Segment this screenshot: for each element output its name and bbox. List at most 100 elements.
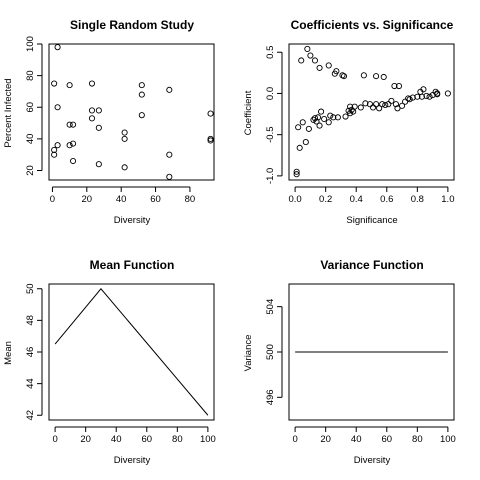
panel-2-point bbox=[330, 114, 337, 121]
panel-2-y-axis-label: Coefficient bbox=[243, 90, 254, 135]
panel-2-point bbox=[299, 119, 306, 126]
panel-1-x-tick-label: 80 bbox=[185, 194, 196, 205]
panel-4-y-tick-label: 504 bbox=[265, 299, 276, 315]
panel-2-point bbox=[366, 101, 374, 108]
panel-2-point bbox=[311, 57, 319, 64]
panel-3-x-axis: 0 20 40 60 80 100 bbox=[52, 426, 216, 445]
panel-2-title: Coefficients vs. Significance bbox=[291, 18, 454, 32]
panel-2-point bbox=[293, 171, 300, 178]
panel-2-point bbox=[307, 52, 314, 59]
panel-3-x-axis-label: Diversity bbox=[114, 455, 151, 466]
panel-1-x-tick-label: 60 bbox=[150, 194, 161, 205]
panel-2-point bbox=[392, 101, 399, 108]
panel-2-point bbox=[348, 106, 355, 113]
panel-1-point bbox=[95, 161, 102, 168]
panel-3-y-tick-label: 46 bbox=[25, 347, 36, 358]
panel-2-point bbox=[310, 116, 317, 123]
panel-2-point bbox=[360, 72, 367, 79]
panel-2-point bbox=[373, 73, 380, 80]
panel-2-point bbox=[369, 104, 377, 111]
panel-4-y-tick-label: 496 bbox=[265, 389, 276, 405]
panel-2-point bbox=[334, 114, 341, 121]
panel-1-point bbox=[70, 157, 77, 165]
panel-2-point bbox=[382, 101, 389, 109]
panel-3-x-tick-label: 0 bbox=[52, 434, 57, 445]
panel-2-y-axis: -1.0 -0.5 0.0 0.5 bbox=[265, 46, 283, 184]
panel-2-y-tick-label: 0.5 bbox=[265, 46, 276, 59]
panel-1-point bbox=[70, 140, 77, 147]
panel-1-points bbox=[51, 44, 214, 180]
panel-1-point bbox=[95, 124, 102, 131]
panel-1-point bbox=[166, 86, 173, 93]
panel-2-x-tick-label: 0.8 bbox=[411, 194, 424, 205]
panel-1-point bbox=[95, 107, 102, 114]
panel-2-point bbox=[357, 104, 364, 111]
panel-1-x-tick-label: 40 bbox=[116, 194, 127, 205]
panel-1-point bbox=[54, 142, 61, 149]
panel-1-x-axis-label: Diversity bbox=[114, 215, 151, 226]
panel-1-plot-frame bbox=[48, 43, 215, 181]
panel-2-point bbox=[402, 98, 409, 105]
panel-2-point bbox=[333, 68, 340, 75]
panel-1-point bbox=[138, 112, 145, 119]
panel-2-point bbox=[399, 102, 406, 109]
panel-1-point bbox=[88, 80, 96, 87]
panel-3-y-tick-label: 42 bbox=[25, 410, 36, 421]
panel-2-point bbox=[298, 57, 305, 64]
panel-2-point bbox=[414, 93, 421, 100]
panel-2-point bbox=[444, 90, 451, 97]
panel-2-point bbox=[347, 110, 354, 117]
panel-2-point bbox=[394, 105, 401, 112]
panel-2-point bbox=[420, 86, 427, 93]
panel-1-y-axis: 20 40 60 80 100 bbox=[25, 36, 43, 176]
panel-3-x-tick-label: 20 bbox=[80, 434, 91, 445]
panel-3-x-tick-label: 80 bbox=[172, 434, 183, 445]
panel-2-point bbox=[409, 94, 416, 101]
panel-2-point bbox=[391, 82, 398, 90]
panel-3-x-tick-label: 60 bbox=[141, 434, 152, 445]
panel-mean-function: Mean Function 0 20 40 60 80 100 42 44 46 48 50 Di… bbox=[3, 258, 216, 466]
panel-2-x-axis: 0.0 0.2 0.4 0.6 0.8 1.0 bbox=[289, 186, 454, 205]
panel-2-point bbox=[376, 105, 383, 112]
panel-3-series bbox=[54, 287, 209, 416]
panel-4-x-axis-label: Diversity bbox=[354, 455, 391, 466]
panel-4-x-tick-label: 80 bbox=[412, 434, 423, 445]
panel-1-point bbox=[88, 107, 96, 114]
panel-2-point bbox=[418, 93, 425, 100]
panel-1-y-tick-label: 80 bbox=[25, 70, 36, 81]
panel-coefficients-vs-significance: Coefficients vs. Significance 0.0 0.2 0.4 0… bbox=[243, 18, 455, 226]
panel-3-y-tick-label: 44 bbox=[25, 378, 36, 389]
panel-2-point bbox=[395, 82, 403, 90]
panel-1-point bbox=[54, 44, 61, 51]
panel-1-point bbox=[121, 164, 128, 171]
panel-2-points bbox=[293, 45, 451, 178]
panel-2-x-tick-label: 1.0 bbox=[441, 194, 454, 205]
panel-1-point bbox=[66, 142, 73, 149]
panel-4-x-tick-label: 40 bbox=[351, 434, 362, 445]
panel-4-x-tick-label: 20 bbox=[320, 434, 331, 445]
panel-1-point bbox=[54, 104, 61, 111]
panel-2-y-tick-label: -1.0 bbox=[265, 168, 276, 184]
panel-1-y-axis-label: Percent Infected bbox=[3, 78, 14, 147]
panel-2-x-tick-label: 0.0 bbox=[289, 194, 302, 205]
panel-2-x-tick-label: 0.4 bbox=[350, 194, 363, 205]
panel-2-point bbox=[388, 97, 395, 104]
panel-2-point bbox=[426, 93, 433, 100]
panel-variance-function: Variance Function 0 20 40 60 80 100 496 500 504… bbox=[243, 258, 456, 466]
panel-2-point bbox=[293, 168, 300, 175]
panel-3-line bbox=[54, 287, 209, 416]
panel-2-point bbox=[434, 91, 441, 98]
panel-2-point bbox=[316, 64, 323, 71]
panel-1-point bbox=[88, 115, 96, 122]
panel-2-point bbox=[380, 73, 387, 81]
panel-1-point bbox=[166, 151, 173, 158]
panel-2-point bbox=[325, 62, 332, 69]
panel-1-y-tick-label: 40 bbox=[25, 134, 36, 145]
panel-2-x-axis-label: Significance bbox=[346, 215, 397, 226]
panel-2-y-tick-label: -0.5 bbox=[265, 126, 276, 142]
panel-2-point bbox=[321, 115, 328, 123]
panel-1-point bbox=[66, 121, 73, 128]
panel-1-x-axis: 0 20 40 60 80 bbox=[50, 186, 196, 205]
panel-4-y-tick-label: 500 bbox=[265, 344, 276, 360]
